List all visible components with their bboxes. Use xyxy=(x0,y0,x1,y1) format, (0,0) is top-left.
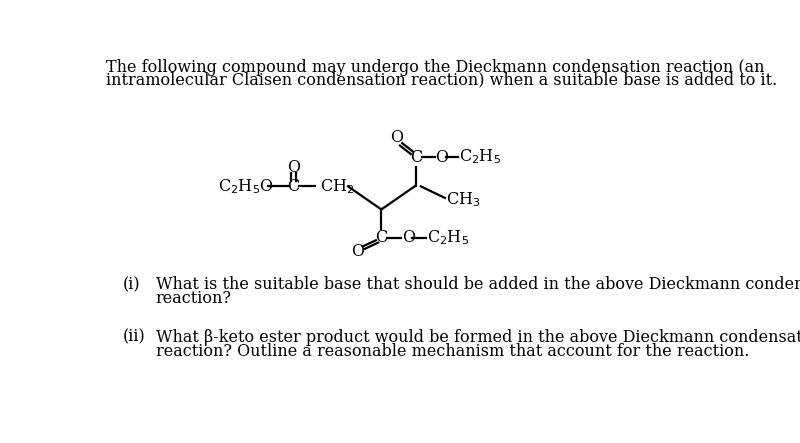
Text: reaction?: reaction? xyxy=(156,290,232,307)
Text: intramolecular Claisen condensation reaction) when a suitable base is added to i: intramolecular Claisen condensation reac… xyxy=(106,72,778,89)
Text: C$_2$H$_5$O: C$_2$H$_5$O xyxy=(218,177,274,196)
Text: O: O xyxy=(287,159,300,175)
Text: (i): (i) xyxy=(123,276,141,293)
Text: O: O xyxy=(390,129,403,146)
Text: What is the suitable base that should be added in the above Dieckmann condensati: What is the suitable base that should be… xyxy=(156,276,800,293)
Text: The following compound may undergo the Dieckmann condensation reaction (an: The following compound may undergo the D… xyxy=(106,59,765,76)
Text: C$_2$H$_5$: C$_2$H$_5$ xyxy=(459,148,501,167)
Text: CH$_2$: CH$_2$ xyxy=(320,177,354,196)
Text: O: O xyxy=(435,148,449,166)
Text: O: O xyxy=(351,243,365,260)
Text: CH$_3$: CH$_3$ xyxy=(446,190,481,209)
Text: What β-keto ester product would be formed in the above Dieckmann condensation: What β-keto ester product would be forme… xyxy=(156,329,800,346)
Text: C: C xyxy=(410,148,422,166)
Text: (ii): (ii) xyxy=(123,329,146,346)
Text: O: O xyxy=(402,229,415,246)
Text: reaction? Outline a reasonable mechanism that account for the reaction.: reaction? Outline a reasonable mechanism… xyxy=(156,343,749,360)
Text: C$_2$H$_5$: C$_2$H$_5$ xyxy=(427,229,469,247)
Text: C: C xyxy=(288,178,300,195)
Text: C: C xyxy=(375,229,387,246)
